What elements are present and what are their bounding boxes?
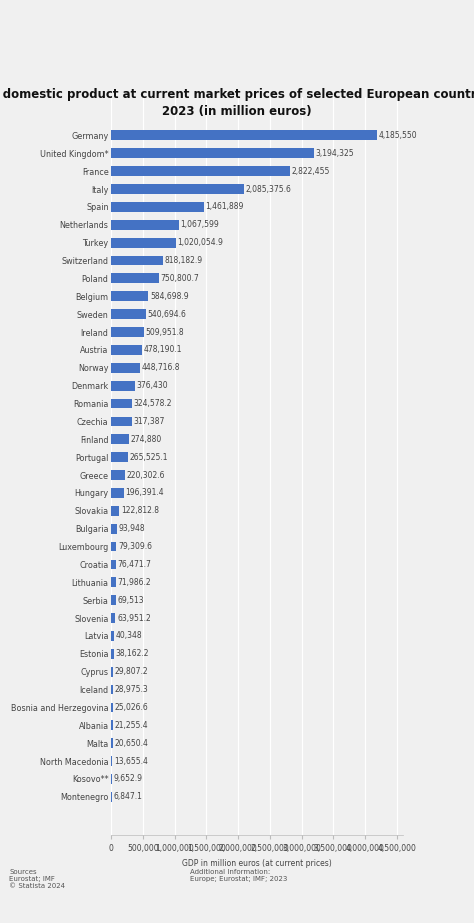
X-axis label: GDP in million euros (at current prices): GDP in million euros (at current prices) — [182, 859, 332, 868]
Text: 274,880: 274,880 — [130, 435, 162, 444]
Text: 122,812.8: 122,812.8 — [121, 507, 159, 515]
Bar — [111, 166, 290, 176]
Text: 20,650.4: 20,650.4 — [114, 738, 148, 748]
Bar — [111, 149, 314, 158]
Text: 71,986.2: 71,986.2 — [118, 578, 151, 587]
Bar — [111, 416, 131, 426]
Text: 1,067,599: 1,067,599 — [181, 221, 219, 229]
Bar — [111, 130, 377, 140]
Text: 324,578.2: 324,578.2 — [134, 399, 172, 408]
Bar — [111, 363, 140, 373]
Text: 540,694.6: 540,694.6 — [147, 309, 186, 318]
Bar — [111, 649, 114, 659]
Text: Additional Information:
Europe; Eurostat; IMF; 2023: Additional Information: Europe; Eurostat… — [190, 869, 287, 882]
Bar — [111, 202, 204, 211]
Bar — [111, 595, 116, 605]
Bar — [111, 470, 125, 480]
Text: 750,800.7: 750,800.7 — [161, 274, 199, 283]
Text: 584,698.9: 584,698.9 — [150, 292, 189, 301]
Bar — [111, 345, 142, 354]
Text: 448,716.8: 448,716.8 — [141, 364, 180, 372]
Bar — [111, 184, 244, 194]
Bar — [111, 238, 176, 247]
Bar — [111, 452, 128, 462]
Bar — [111, 399, 132, 409]
Text: 2,822,455: 2,822,455 — [292, 167, 330, 175]
Text: 478,190.1: 478,190.1 — [143, 345, 182, 354]
Text: 265,525.1: 265,525.1 — [130, 452, 168, 462]
Text: Gross domestic product at current market prices of selected European countries i: Gross domestic product at current market… — [0, 88, 474, 118]
Text: 317,387: 317,387 — [133, 417, 164, 426]
Bar — [111, 702, 113, 713]
Bar — [111, 309, 146, 319]
Text: 6,847.1: 6,847.1 — [113, 792, 142, 801]
Bar — [111, 220, 179, 230]
Text: 76,471.7: 76,471.7 — [118, 560, 152, 569]
Bar — [111, 721, 113, 730]
Bar — [111, 381, 135, 390]
Bar — [111, 327, 144, 337]
Text: 79,309.6: 79,309.6 — [118, 542, 152, 551]
Text: 9,652.9: 9,652.9 — [114, 774, 143, 784]
Text: 28,975.3: 28,975.3 — [115, 685, 148, 694]
Text: 818,182.9: 818,182.9 — [165, 256, 203, 265]
Bar — [111, 435, 129, 444]
Bar — [111, 774, 112, 784]
Bar — [111, 631, 114, 641]
Bar — [111, 273, 159, 283]
Bar — [111, 542, 117, 551]
Text: 13,655.4: 13,655.4 — [114, 757, 148, 765]
Text: 69,513: 69,513 — [118, 595, 144, 605]
Text: 38,162.2: 38,162.2 — [115, 649, 149, 658]
Text: 2,085,375.6: 2,085,375.6 — [245, 185, 291, 194]
Text: 40,348: 40,348 — [116, 631, 142, 641]
Bar — [111, 578, 116, 587]
Text: 376,430: 376,430 — [137, 381, 168, 390]
Text: 196,391.4: 196,391.4 — [126, 488, 164, 497]
Bar — [111, 256, 163, 266]
Bar — [111, 559, 116, 569]
Text: 1,461,889: 1,461,889 — [206, 202, 244, 211]
Text: 63,951.2: 63,951.2 — [117, 614, 151, 623]
Text: 220,302.6: 220,302.6 — [127, 471, 165, 480]
Text: Sources
Eurostat; IMF
© Statista 2024: Sources Eurostat; IMF © Statista 2024 — [9, 869, 65, 890]
Bar — [111, 613, 116, 623]
Text: 25,026.6: 25,026.6 — [115, 703, 148, 712]
Text: 29,807.2: 29,807.2 — [115, 667, 148, 677]
Text: 93,948: 93,948 — [119, 524, 146, 533]
Text: 4,185,550: 4,185,550 — [378, 131, 417, 140]
Bar — [111, 756, 112, 766]
Bar — [111, 488, 124, 497]
Text: 509,951.8: 509,951.8 — [146, 328, 184, 337]
Bar — [111, 685, 113, 694]
Bar — [111, 506, 119, 516]
Text: 21,255.4: 21,255.4 — [114, 721, 148, 730]
Bar — [111, 666, 113, 677]
Bar — [111, 523, 118, 533]
Text: 1,020,054.9: 1,020,054.9 — [178, 238, 224, 247]
Bar — [111, 292, 148, 301]
Text: 3,194,325: 3,194,325 — [315, 149, 354, 158]
Bar — [111, 738, 113, 749]
